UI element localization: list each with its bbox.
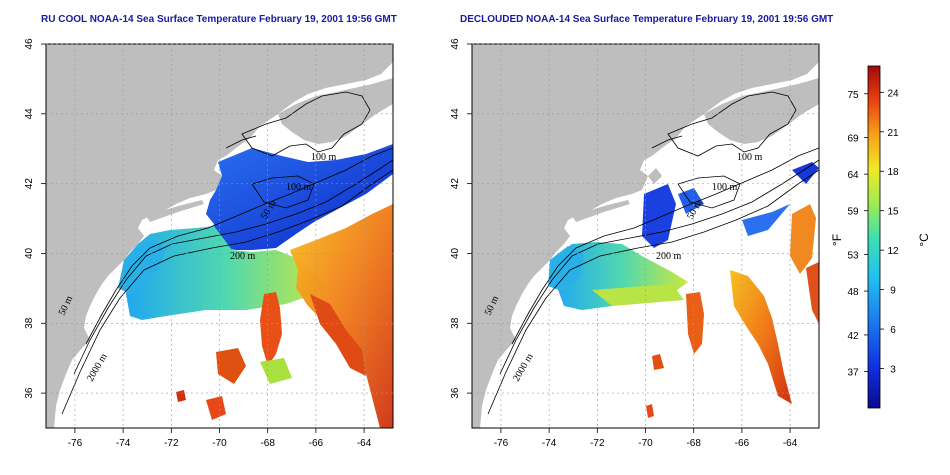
map-title: DECLOUDED NOAA-14 Sea Surface Temperatur… [460,14,833,25]
cold-patch [642,184,676,248]
x-tick-label: -72 [164,438,179,449]
land-mass [472,44,819,428]
long-island [572,200,630,222]
fahrenheit-unit-label: °F [830,234,844,246]
contour-label: 100 m [712,182,738,193]
contour-label: 100 m [286,182,312,193]
celsius-tick-label: 12 [887,246,899,257]
sst-map-raw: RU COOL NOAA-14 Sea Surface Temperature … [24,14,397,449]
x-tick-label: -68 [260,438,275,449]
y-tick-label: 44 [450,108,461,120]
celsius-tick-label: 21 [887,128,899,139]
cape-cod [648,168,662,184]
warm-eddy-1 [686,292,704,354]
fahrenheit-tick-label: 75 [847,90,859,101]
celsius-tick-label: 9 [890,286,896,297]
contour-label: 100 m [737,152,763,163]
graticule: -76 -74 -72 -70 -68 -66 -64 46 44 42 40 38 36 [24,38,393,449]
y-tick-label: 42 [450,178,461,190]
colorbar: 24 21 18 15 12 9 6 3 75 69 64 59 53 48 42 37 °F °C [830,65,931,409]
celsius-tick-label: 6 [890,325,896,336]
mid-shelf-cold [118,240,166,294]
x-tick-label: -68 [686,438,701,449]
x-tick-label: -66 [735,438,750,449]
colorbar-ticks: 24 21 18 15 12 9 6 3 75 69 64 59 53 48 42 37 [847,88,899,378]
y-tick-label: 38 [450,317,461,329]
x-tick-label: -70 [212,438,227,449]
y-tick-label: 44 [24,108,35,120]
cold-shelf-water [206,144,393,250]
contour-label: 200 m [230,251,256,262]
green-strip [260,358,292,384]
gulf-stream [730,270,792,404]
fahrenheit-tick-label: 53 [847,251,859,262]
fahrenheit-tick-label: 48 [847,287,859,298]
y-tick-label: 42 [24,178,35,190]
cold-patch [742,204,790,236]
x-tick-label: -64 [357,438,372,449]
y-tick-label: 40 [24,247,35,259]
y-tick-label: 46 [450,38,461,50]
warm-streak [790,204,816,274]
celsius-tick-label: 15 [887,207,899,218]
warm-patch-2 [206,396,226,420]
isobaths [61,91,393,415]
x-tick-label: -70 [638,438,653,449]
fahrenheit-tick-label: 59 [847,207,859,218]
x-tick-label: -66 [309,438,324,449]
graticule: -76 -74 -72 -70 -68 -66 -64 46 44 42 40 38 36 [450,38,819,449]
x-tick-label: -76 [68,438,83,449]
isobaths [487,91,819,415]
sst-map-declouded: DECLOUDED NOAA-14 Sea Surface Temperatur… [450,14,833,449]
warm-patch-2 [646,404,654,418]
y-tick-label: 36 [450,387,461,399]
contour-label: 200 m [656,251,682,262]
warm-eddy-1 [260,292,282,366]
celsius-tick-label: 24 [887,88,899,99]
colorbar-gradient [867,65,881,409]
y-tick-label: 46 [24,38,35,50]
map-title: RU COOL NOAA-14 Sea Surface Temperature … [41,14,397,25]
warm-patch-1 [216,348,246,384]
x-tick-label: -74 [116,438,131,449]
x-tick-label: -76 [494,438,509,449]
x-tick-label: -72 [590,438,605,449]
mid-shelf-cold [548,246,584,292]
green-strip [592,284,684,306]
y-tick-label: 36 [24,387,35,399]
long-island [146,200,204,222]
cold-patch [678,188,704,214]
land-mass [46,44,393,428]
y-tick-label: 38 [24,317,35,329]
warm-streak [806,262,819,324]
fahrenheit-tick-label: 42 [847,331,859,342]
fahrenheit-tick-label: 37 [847,367,859,378]
celsius-tick-label: 3 [890,365,896,376]
x-tick-label: -74 [542,438,557,449]
fahrenheit-tick-label: 64 [847,170,859,181]
warm-eddy-2 [310,294,366,376]
warm-patch-1 [652,354,664,370]
warm-patch-3 [176,390,186,402]
celsius-tick-label: 18 [887,167,899,178]
fahrenheit-tick-label: 69 [847,134,859,145]
contour-label: 100 m [311,152,337,163]
y-tick-label: 40 [450,247,461,259]
celsius-unit-label: °C [917,233,931,247]
cold-patch [792,162,819,184]
x-tick-label: -64 [783,438,798,449]
